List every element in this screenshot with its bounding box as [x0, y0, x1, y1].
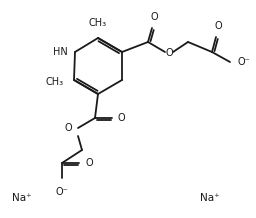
Text: O: O	[214, 21, 222, 31]
Text: O: O	[165, 48, 173, 58]
Text: O⁻: O⁻	[56, 187, 68, 197]
Text: CH₃: CH₃	[89, 18, 107, 28]
Text: O: O	[150, 12, 158, 22]
Text: Na⁺: Na⁺	[12, 193, 32, 203]
Text: Na⁺: Na⁺	[200, 193, 220, 203]
Text: HN: HN	[53, 47, 68, 57]
Text: O: O	[118, 113, 126, 123]
Text: O⁻: O⁻	[238, 57, 251, 67]
Text: CH₃: CH₃	[46, 77, 64, 87]
Text: O: O	[85, 158, 93, 168]
Text: O: O	[64, 123, 72, 133]
